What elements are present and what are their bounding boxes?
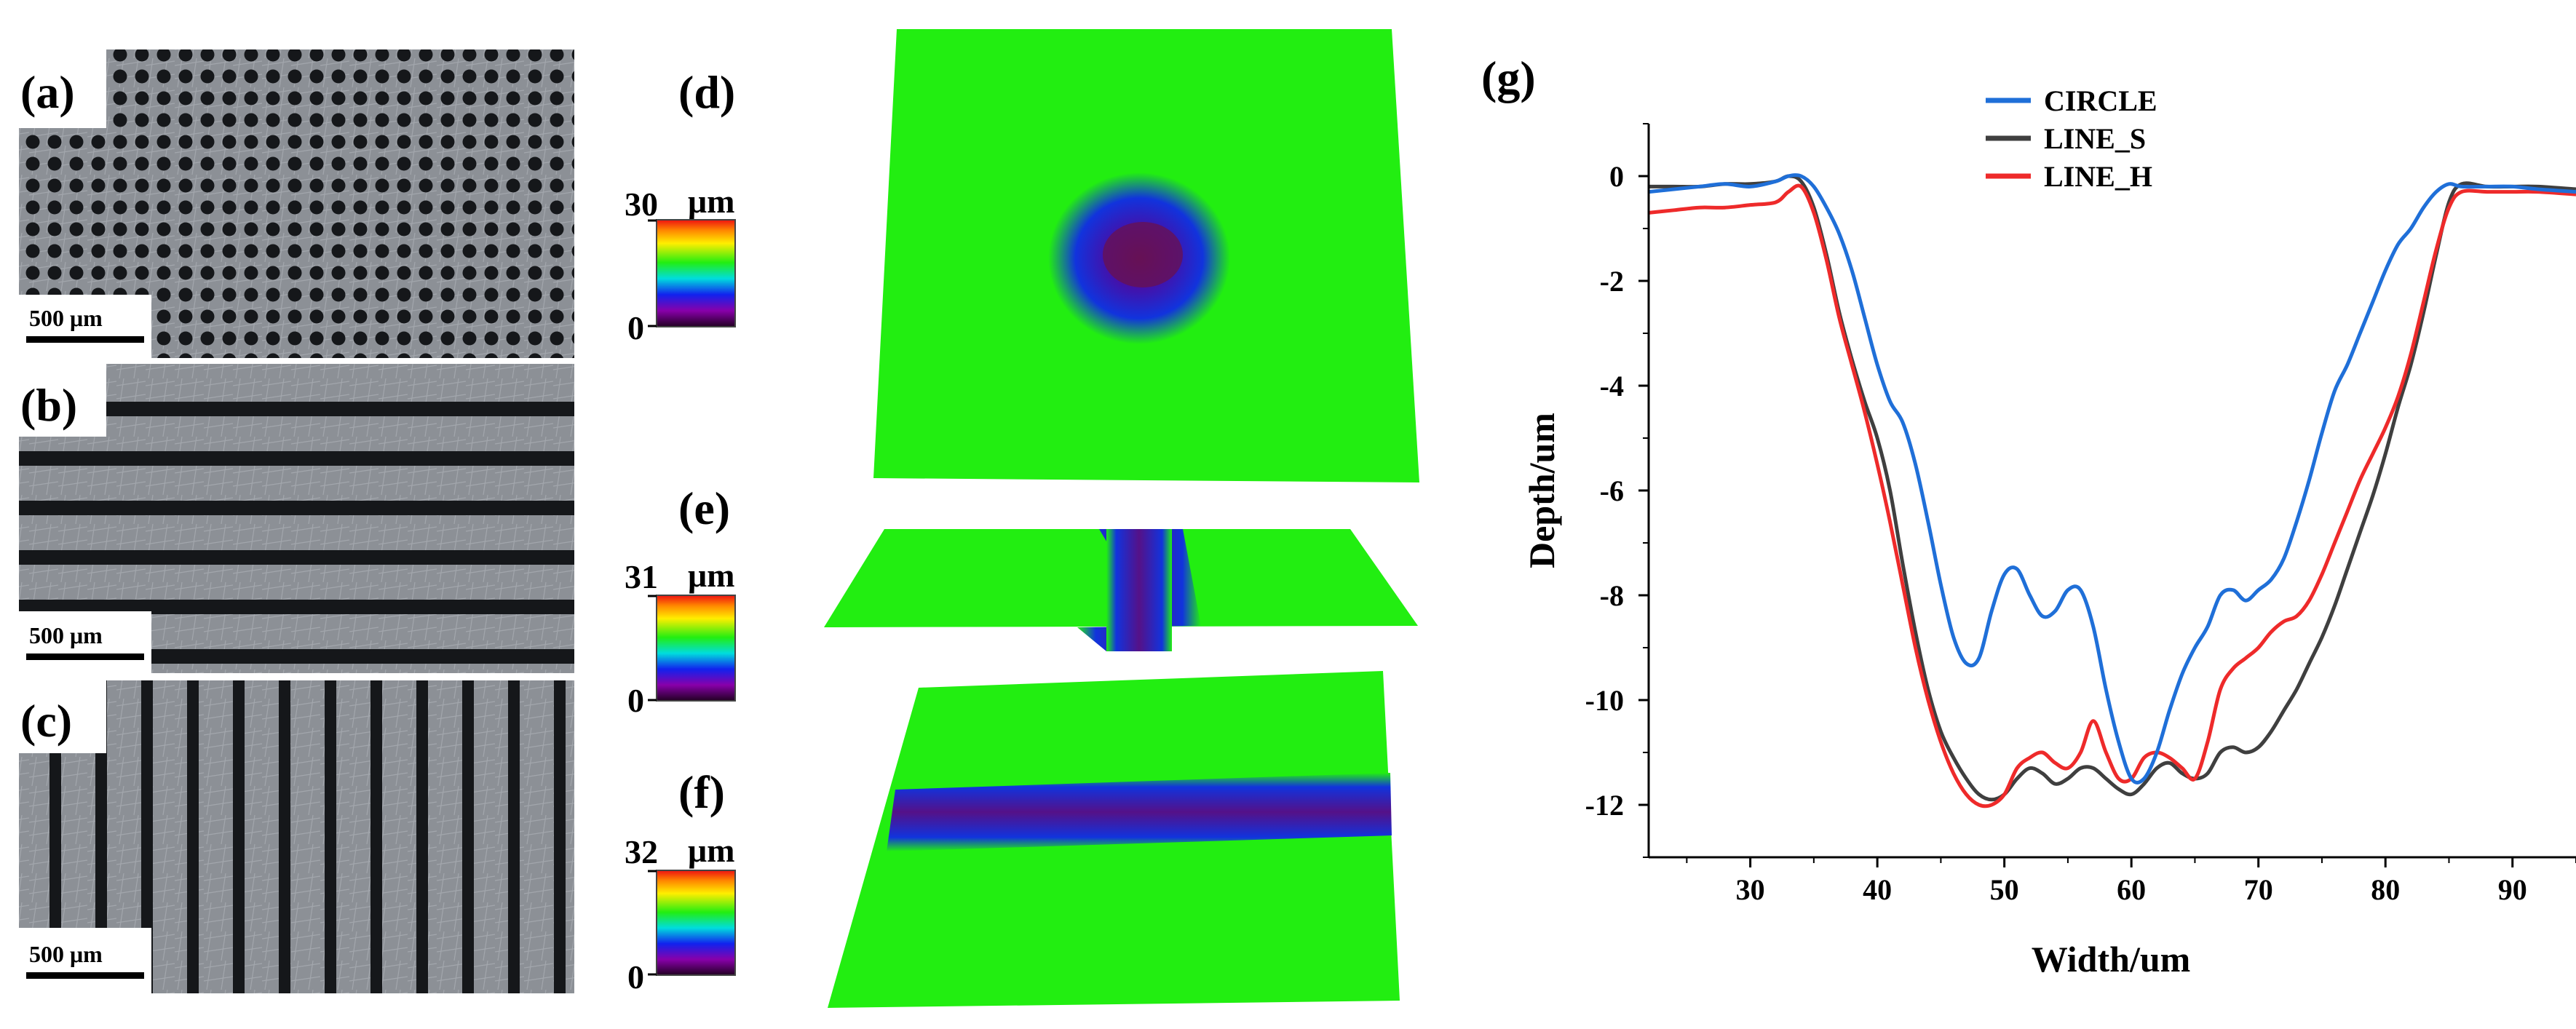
scale-bar-label-b: 500 μm: [29, 622, 103, 648]
scale-bar-b: [26, 653, 144, 660]
axis-ticks: 30 40 50 60 70 80 90 0 -2 -4 -6 -8 -10 -12: [1585, 123, 2576, 906]
colorbar-e: 31 μm 0: [625, 557, 736, 719]
colorbar-f-unit: μm: [688, 832, 734, 869]
x-tick-label: 80: [2371, 873, 2400, 906]
panel-label-a: (a): [20, 66, 75, 118]
colorbar-f-min: 0: [627, 958, 644, 996]
colorbar-d: 30 μm 0: [625, 183, 736, 346]
panel-label-f: (f): [678, 766, 725, 818]
y-axis-label: Depth/um: [1521, 413, 1562, 568]
series-group: [1649, 173, 2576, 808]
series-line-line-h: [1649, 183, 2576, 808]
legend: CIRCLE LINE_S LINE_H: [1986, 84, 2157, 193]
panel-label-b: (b): [20, 379, 77, 431]
y-tick-label: -2: [1600, 265, 1624, 298]
micrograph-b: (b) 500 μm: [19, 364, 574, 673]
panel-label-c: (c): [20, 695, 72, 747]
colorbar-f-max: 32: [625, 833, 658, 870]
scale-bar-c: [26, 972, 144, 979]
micrograph-a: (a) 500 μm: [19, 49, 574, 358]
surface-f: [828, 671, 1400, 1008]
surface-d: [873, 29, 1419, 482]
colorbar-d-max: 30: [625, 186, 658, 223]
x-tick-label: 30: [1736, 873, 1765, 906]
x-tick-label: 90: [2498, 873, 2527, 906]
scale-bar-label-c: 500 μm: [29, 941, 103, 967]
scale-bar-label-a: 500 μm: [29, 305, 103, 331]
legend-label: LINE_H: [2044, 160, 2152, 193]
plot-area: [1649, 124, 2576, 857]
scale-bar-a: [26, 336, 144, 343]
x-tick-label: 50: [1990, 873, 2019, 906]
y-tick-label: -12: [1585, 789, 1624, 822]
colorbar-e-max: 31: [625, 558, 658, 595]
series-line-circle: [1649, 173, 2576, 784]
x-axis-label: Width/um: [2032, 939, 2191, 980]
colorbar-e-unit: μm: [688, 557, 734, 594]
x-tick-label: 40: [1863, 873, 1892, 906]
y-tick-label: -10: [1585, 684, 1624, 717]
panel-label-e: (e): [678, 482, 730, 534]
colorbar-e-min: 0: [627, 682, 644, 719]
legend-label: LINE_S: [2044, 122, 2146, 155]
x-tick-label: 60: [2117, 873, 2146, 906]
colorbar-f: 32 μm 0: [625, 832, 736, 996]
y-tick-label: -8: [1600, 579, 1624, 612]
colorbar-d-unit: μm: [688, 183, 734, 220]
colorbar-d-min: 0: [627, 309, 644, 346]
panel-label-g: (g): [1481, 52, 1536, 103]
y-tick-label: 0: [1609, 160, 1624, 193]
y-tick-label: -6: [1600, 474, 1624, 507]
legend-label: CIRCLE: [2044, 84, 2157, 117]
panel-label-d: (d): [678, 66, 735, 118]
micrograph-c: (c) 500 μm: [19, 680, 574, 993]
x-tick-label: 70: [2244, 873, 2273, 906]
line-chart: (g) 30 40 50 60 70 80 90 0 -2 -4 -6 -8 -10 -12 Width/…: [1481, 52, 2576, 980]
surface-e: [824, 529, 1418, 651]
y-tick-label: -4: [1600, 370, 1624, 402]
